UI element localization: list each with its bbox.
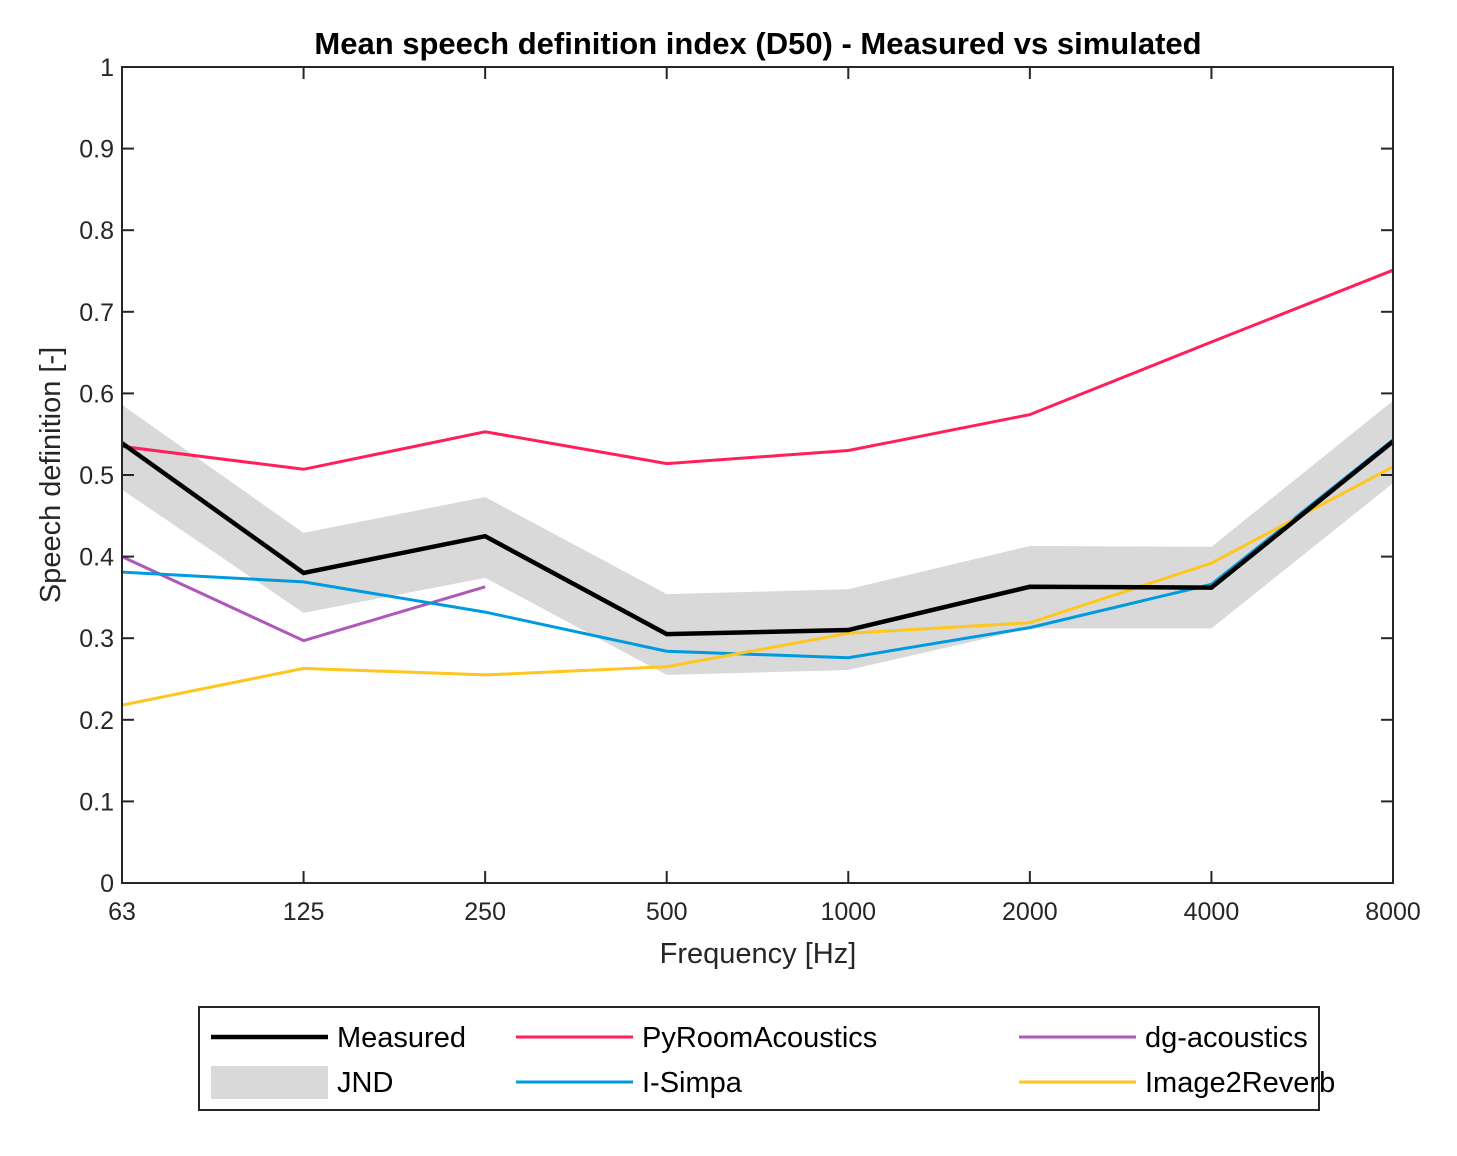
series-line-image2reverb — [121, 465, 1394, 707]
x-tick-label: 63 — [108, 898, 136, 926]
x-tick-label: 1000 — [820, 898, 876, 926]
legend-label: PyRoomAcoustics — [642, 1022, 877, 1054]
y-tick-label: 0.5 — [79, 462, 114, 490]
x-axis-label: Frequency [Hz] — [660, 938, 857, 970]
y-axis-label: Speech definition [-] — [35, 347, 67, 603]
legend-label: dg-acoustics — [1145, 1022, 1308, 1054]
series-line-dg-acoustics — [121, 555, 486, 643]
x-tick-label: 500 — [646, 898, 688, 926]
y-tick-label: 0 — [100, 870, 114, 898]
x-tick-label: 4000 — [1184, 898, 1240, 926]
legend-label: JND — [337, 1067, 393, 1099]
plot-area: 0 0.1 0.2 0.3 0.4 0.5 0.6 0.7 0.8 0.9 1 63 125 250 500… — [79, 54, 1421, 926]
chart-title: Mean speech definition index (D50) - Mea… — [314, 26, 1201, 61]
y-tick-label: 0.8 — [79, 217, 114, 245]
x-tick-label: 125 — [283, 898, 325, 926]
legend: Measured PyRoomAcoustics dg-acoustics JND I-… — [198, 1006, 1335, 1111]
legend-label: Measured — [337, 1022, 466, 1054]
series-line-measured — [120, 439, 1395, 637]
x-tick-label: 2000 — [1002, 898, 1058, 926]
y-tick-label: 0.7 — [79, 299, 114, 327]
series-line-i-simpa — [121, 438, 1394, 660]
y-tick-label: 0.3 — [79, 625, 114, 653]
y-tick-label: 0.4 — [79, 544, 114, 572]
axes-box — [121, 66, 1394, 884]
legend-label: I-Simpa — [642, 1067, 743, 1099]
series-line-pyroomacoustics — [121, 268, 1394, 471]
x-tick-label: 8000 — [1365, 898, 1421, 926]
x-tick-label: 250 — [464, 898, 506, 926]
legend-swatch-jnd — [211, 1066, 328, 1099]
legend-box — [198, 1006, 1320, 1111]
legend-label: Image2Reverb — [1145, 1067, 1335, 1099]
y-tick-label: 0.2 — [79, 707, 114, 735]
y-tick-label: 1 — [100, 54, 114, 82]
y-tick-label: 0.6 — [79, 380, 114, 408]
y-tick-label: 0.9 — [79, 136, 114, 164]
y-tick-label: 0.1 — [79, 788, 114, 816]
